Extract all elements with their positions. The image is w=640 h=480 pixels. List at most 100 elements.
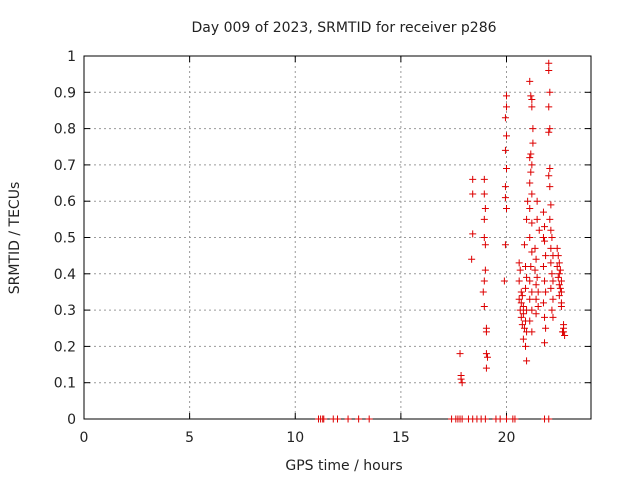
data-point	[541, 313, 549, 321]
data-point	[481, 204, 489, 212]
data-point	[523, 273, 531, 281]
gridlines	[84, 56, 591, 419]
data-point	[539, 234, 547, 241]
data-point	[528, 219, 536, 227]
data-point	[561, 332, 569, 340]
data-point	[517, 313, 525, 321]
data-point	[541, 339, 549, 347]
data-point	[334, 415, 341, 423]
y-axis-label: SRMTID / TECUs	[7, 182, 23, 295]
data-point	[480, 302, 488, 310]
data-point	[503, 165, 510, 173]
data-point	[480, 234, 488, 241]
y-tick-label: 0.1	[54, 376, 76, 392]
data-point	[527, 92, 535, 100]
data-point	[555, 292, 563, 300]
data-point	[481, 266, 489, 274]
data-point	[547, 226, 555, 234]
data-point	[533, 215, 541, 223]
data-point	[539, 208, 547, 216]
y-tick-label: 0.2	[54, 339, 76, 355]
data-point	[539, 263, 547, 271]
data-point	[511, 415, 519, 423]
y-tick-label: 0.6	[54, 194, 76, 210]
data-point	[548, 306, 556, 314]
data-point	[531, 244, 539, 252]
data-point	[528, 103, 536, 111]
x-tick-label: 10	[286, 430, 304, 446]
data-point	[527, 263, 535, 271]
data-point	[557, 288, 565, 296]
data-point	[556, 266, 564, 274]
data-point	[546, 88, 554, 96]
data-point	[542, 252, 550, 260]
data-point	[503, 103, 510, 111]
data-point	[523, 215, 531, 223]
data-point	[526, 204, 534, 212]
data-point	[529, 125, 537, 133]
data-point	[526, 179, 534, 187]
data-point	[526, 295, 534, 303]
data-point	[524, 197, 532, 205]
x-tick-label: 15	[392, 430, 410, 446]
data-point	[522, 342, 530, 350]
data-point	[548, 234, 556, 241]
data-point	[545, 67, 553, 75]
data-point	[527, 150, 535, 158]
data-points	[314, 59, 569, 423]
data-point	[533, 197, 541, 205]
data-point	[526, 317, 534, 325]
data-point	[553, 263, 561, 271]
data-point	[515, 295, 523, 303]
data-point	[555, 281, 563, 289]
data-point	[501, 146, 509, 154]
data-point	[519, 302, 527, 310]
data-point	[553, 244, 561, 252]
y-tick-label: 0.3	[54, 303, 76, 319]
data-point	[526, 154, 534, 162]
data-point	[481, 241, 489, 249]
data-point	[541, 277, 549, 285]
data-point	[526, 77, 534, 85]
data-point	[549, 277, 557, 285]
data-point	[541, 237, 549, 245]
data-point	[547, 201, 555, 209]
data-point	[528, 328, 536, 336]
y-tick-label: 1	[67, 49, 76, 65]
data-point	[518, 321, 526, 329]
data-point	[546, 165, 554, 173]
data-point	[522, 284, 530, 292]
data-point	[480, 215, 488, 223]
data-point	[496, 415, 504, 423]
data-point	[501, 241, 509, 249]
data-point	[549, 313, 557, 321]
data-point	[503, 204, 510, 212]
data-point	[458, 379, 466, 387]
data-point	[344, 415, 352, 423]
data-point	[503, 132, 510, 140]
data-point	[534, 288, 542, 296]
data-point	[526, 277, 534, 285]
data-point	[480, 190, 488, 198]
y-axis-ticks: 0 0.1 0.2 0.3 0.4 0.5 0.6 0.7 0.8 0.9 1	[54, 49, 591, 428]
y-tick-label: 0.8	[54, 122, 76, 138]
data-point	[531, 266, 539, 274]
data-point	[520, 324, 528, 332]
data-point	[469, 190, 477, 198]
x-tick-label: 20	[498, 430, 516, 446]
data-point	[532, 281, 540, 289]
data-point	[542, 288, 550, 296]
data-point	[545, 59, 553, 67]
data-point	[547, 259, 555, 267]
data-point	[517, 299, 525, 307]
data-point	[500, 277, 508, 285]
data-point	[556, 284, 564, 292]
data-point	[557, 277, 565, 285]
data-point	[527, 168, 535, 176]
data-point	[458, 415, 466, 423]
data-point	[528, 96, 536, 104]
data-point	[355, 415, 363, 423]
y-tick-label: 0.7	[54, 158, 76, 174]
data-point	[515, 259, 523, 267]
data-point	[545, 128, 553, 136]
